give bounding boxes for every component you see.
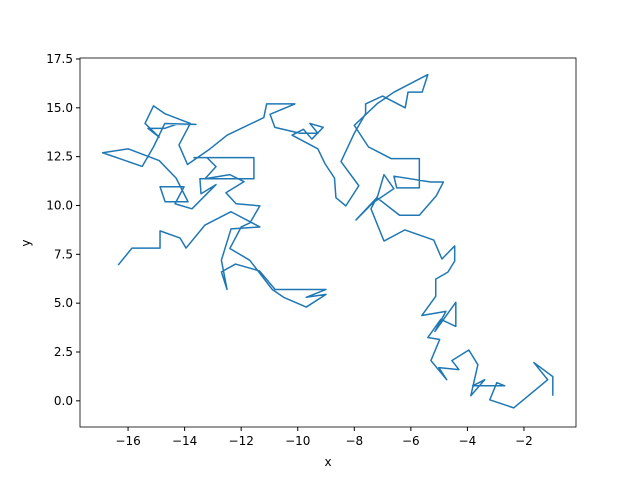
x-tick-label: −14: [172, 434, 197, 448]
y-tick-label: 17.5: [46, 52, 73, 66]
plot-frame: [79, 57, 577, 428]
x-tick-label: −8: [345, 434, 363, 448]
y-axis-label: y: [19, 239, 33, 246]
y-tick-label: 7.5: [54, 247, 73, 261]
y-tick-label: 10.0: [46, 198, 73, 212]
y-tick-label: 12.5: [46, 150, 73, 164]
x-tick-label: −6: [402, 434, 420, 448]
x-axis-label: x: [324, 455, 331, 469]
y-tick-label: 0.0: [54, 394, 73, 408]
x-tick-label: −2: [515, 434, 533, 448]
x-tick-label: −4: [459, 434, 477, 448]
x-tick-label: −16: [115, 434, 140, 448]
y-tick-label: 2.5: [54, 345, 73, 359]
y-tick-label: 5.0: [54, 296, 73, 310]
y-tick-label: 15.0: [46, 101, 73, 115]
x-tick-label: −10: [285, 434, 310, 448]
data-line: [101, 73, 554, 409]
x-tick-label: −12: [229, 434, 254, 448]
